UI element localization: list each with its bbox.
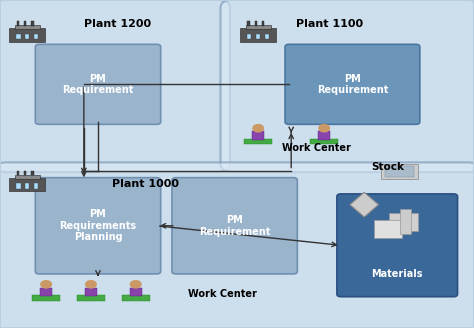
FancyBboxPatch shape bbox=[17, 21, 19, 26]
FancyBboxPatch shape bbox=[0, 162, 474, 328]
FancyBboxPatch shape bbox=[9, 28, 45, 42]
FancyBboxPatch shape bbox=[220, 0, 474, 172]
FancyBboxPatch shape bbox=[265, 34, 269, 39]
FancyBboxPatch shape bbox=[244, 139, 273, 145]
FancyBboxPatch shape bbox=[247, 34, 251, 39]
FancyBboxPatch shape bbox=[381, 164, 419, 179]
FancyBboxPatch shape bbox=[246, 25, 271, 30]
FancyBboxPatch shape bbox=[16, 183, 20, 189]
FancyBboxPatch shape bbox=[337, 194, 457, 297]
FancyBboxPatch shape bbox=[0, 0, 230, 172]
Text: Materials: Materials bbox=[372, 270, 423, 279]
FancyBboxPatch shape bbox=[25, 183, 29, 189]
FancyBboxPatch shape bbox=[24, 171, 27, 175]
FancyBboxPatch shape bbox=[15, 25, 40, 30]
FancyBboxPatch shape bbox=[25, 34, 29, 39]
Text: Stock: Stock bbox=[371, 162, 404, 173]
FancyBboxPatch shape bbox=[256, 34, 260, 39]
FancyBboxPatch shape bbox=[252, 132, 264, 140]
FancyBboxPatch shape bbox=[16, 34, 20, 39]
FancyBboxPatch shape bbox=[255, 21, 257, 26]
Text: PM
Requirement: PM Requirement bbox=[62, 73, 134, 95]
FancyBboxPatch shape bbox=[247, 21, 250, 26]
Text: Plant 1000: Plant 1000 bbox=[112, 179, 179, 189]
FancyBboxPatch shape bbox=[31, 21, 34, 26]
FancyBboxPatch shape bbox=[121, 295, 150, 300]
Text: PM
Requirement: PM Requirement bbox=[199, 215, 270, 236]
FancyBboxPatch shape bbox=[130, 288, 142, 296]
Text: Plant 1100: Plant 1100 bbox=[296, 19, 363, 29]
FancyBboxPatch shape bbox=[77, 295, 105, 300]
FancyBboxPatch shape bbox=[34, 34, 38, 39]
FancyBboxPatch shape bbox=[385, 166, 414, 177]
Circle shape bbox=[253, 125, 264, 132]
FancyBboxPatch shape bbox=[31, 171, 34, 175]
FancyBboxPatch shape bbox=[374, 220, 402, 238]
Polygon shape bbox=[350, 192, 379, 217]
Text: PM
Requirements
Planning: PM Requirements Planning bbox=[59, 209, 137, 242]
FancyBboxPatch shape bbox=[85, 288, 97, 296]
Text: Work Center: Work Center bbox=[282, 143, 351, 153]
FancyBboxPatch shape bbox=[318, 132, 330, 140]
Circle shape bbox=[130, 281, 141, 288]
FancyBboxPatch shape bbox=[36, 44, 161, 124]
FancyBboxPatch shape bbox=[390, 213, 418, 231]
FancyBboxPatch shape bbox=[262, 21, 264, 26]
FancyBboxPatch shape bbox=[32, 295, 60, 300]
Text: PM
Requirement: PM Requirement bbox=[317, 73, 388, 95]
FancyBboxPatch shape bbox=[310, 139, 338, 145]
FancyBboxPatch shape bbox=[9, 178, 45, 191]
Circle shape bbox=[41, 281, 52, 288]
Text: Work Center: Work Center bbox=[188, 289, 256, 299]
FancyBboxPatch shape bbox=[36, 178, 161, 274]
FancyBboxPatch shape bbox=[285, 44, 420, 124]
FancyBboxPatch shape bbox=[24, 21, 27, 26]
FancyBboxPatch shape bbox=[34, 183, 38, 189]
FancyBboxPatch shape bbox=[15, 174, 40, 179]
FancyBboxPatch shape bbox=[172, 178, 297, 274]
FancyBboxPatch shape bbox=[400, 209, 411, 234]
Text: Plant 1200: Plant 1200 bbox=[84, 19, 151, 29]
FancyBboxPatch shape bbox=[240, 28, 276, 42]
Circle shape bbox=[86, 281, 96, 288]
FancyBboxPatch shape bbox=[17, 171, 19, 175]
Circle shape bbox=[319, 125, 329, 132]
FancyBboxPatch shape bbox=[40, 288, 52, 296]
